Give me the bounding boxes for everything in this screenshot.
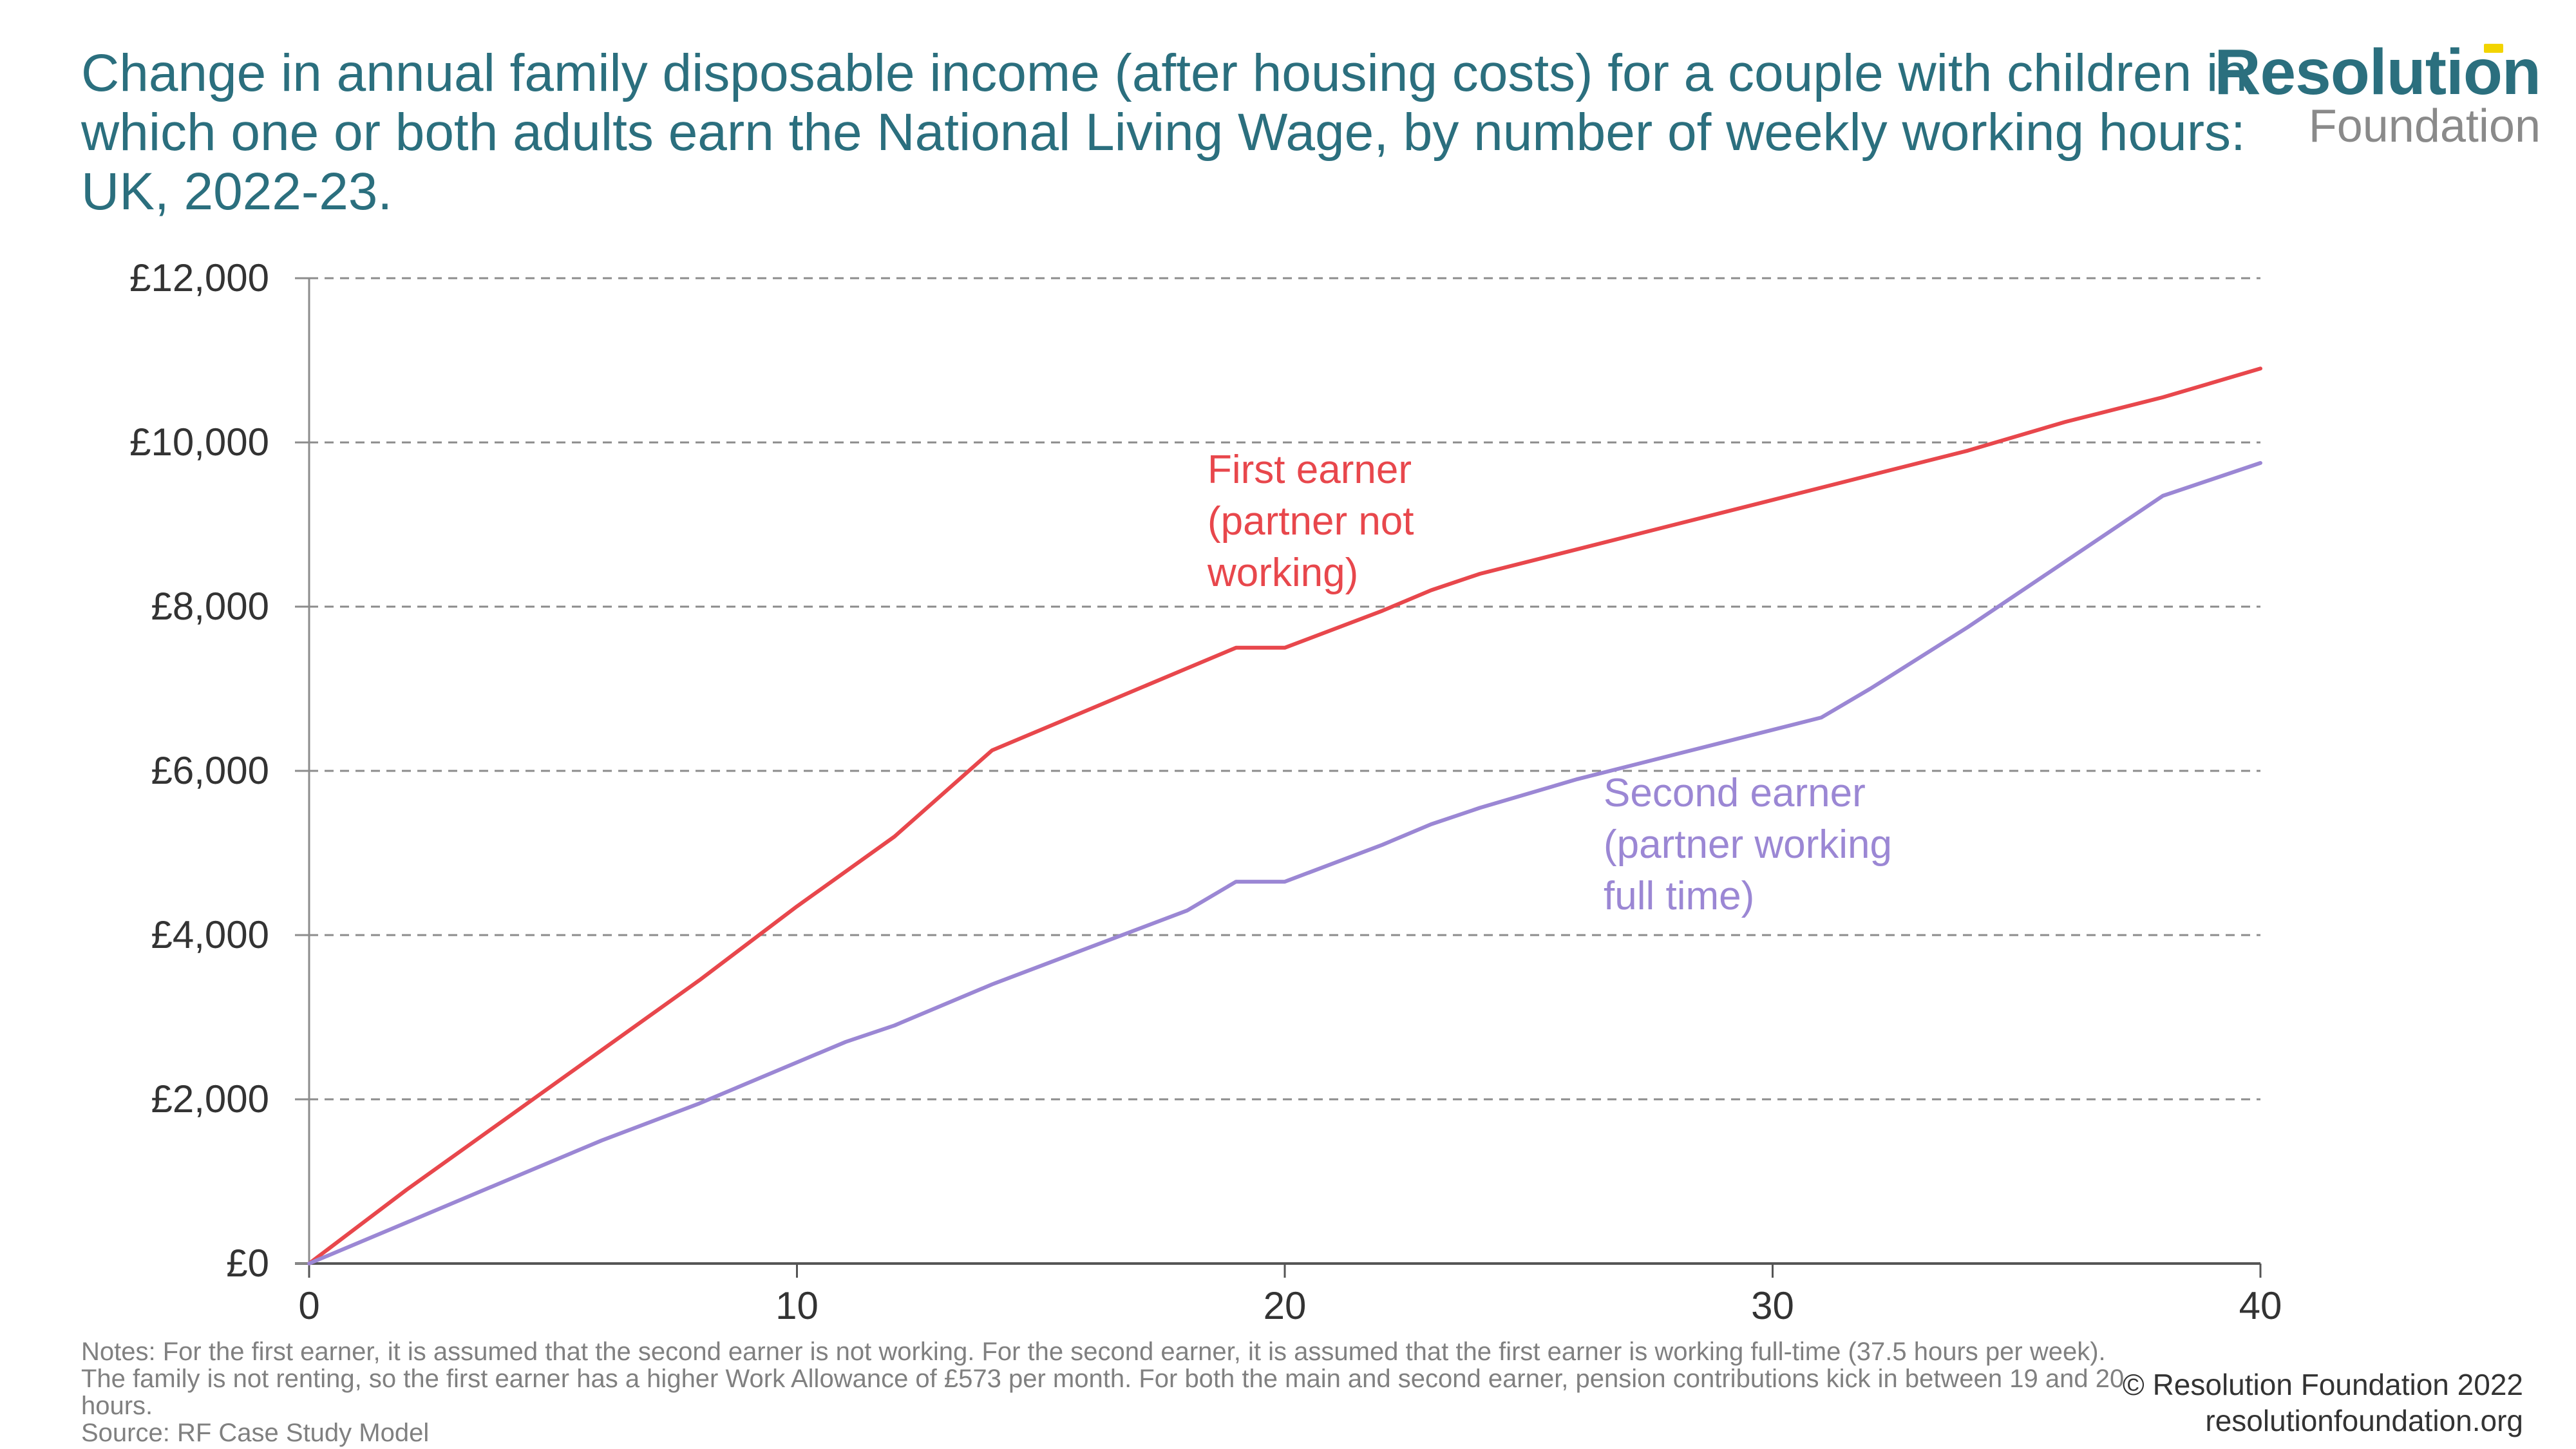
y-tick-label: £2,000 xyxy=(151,1077,269,1121)
notes-text: Notes: For the first earner, it is assum… xyxy=(81,1338,2125,1420)
x-tick-label: 30 xyxy=(1751,1284,1794,1327)
y-tick-label: £0 xyxy=(226,1242,269,1285)
y-tick-label: £8,000 xyxy=(151,585,269,628)
copyright-block: © Resolution Foundation 2022 resolutionf… xyxy=(2123,1367,2523,1439)
chart-title: Change in annual family disposable incom… xyxy=(81,44,2248,221)
y-tick-label: £12,000 xyxy=(129,256,269,299)
x-tick-label: 10 xyxy=(775,1284,819,1327)
series-line-2 xyxy=(307,460,2262,1265)
x-tick-label: 20 xyxy=(1264,1284,1307,1327)
series-label-line: (partner working xyxy=(1604,822,1892,867)
series-label-line: (partner not xyxy=(1208,499,1414,544)
series-label-line: Second earner xyxy=(1604,771,1866,815)
chart-notes: Notes: For the first earner, it is assum… xyxy=(81,1338,2142,1446)
resolution-foundation-logo: Resolution Foundation xyxy=(2214,40,2541,152)
logo-accent-mark xyxy=(2484,44,2503,53)
x-axis-ticks: 0 10 20 30 40 xyxy=(298,1264,2282,1327)
series-label-line: full time) xyxy=(1604,874,1754,918)
x-tick-label: 0 xyxy=(298,1284,319,1327)
series-annotations: First earner (partner not working) Second e… xyxy=(1207,448,1892,918)
series-label-1: First earner (partner not working) xyxy=(1207,448,1414,595)
series-label-line: First earner xyxy=(1208,448,1412,492)
y-tick-label: £6,000 xyxy=(151,749,269,792)
series-label-2: Second earner (partner working full time) xyxy=(1604,771,1892,918)
series-lines xyxy=(307,366,2262,1265)
series-line-1 xyxy=(307,366,2262,1265)
y-tick-label: £10,000 xyxy=(129,421,269,464)
y-axis-ticks: £0 £2,000 £4,000 £6,000 £8,000 £10,000 £12,000 xyxy=(129,256,309,1285)
x-tick-label: 40 xyxy=(2239,1284,2282,1327)
y-tick-label: £4,000 xyxy=(151,913,269,956)
logo-wordmark-top: Resolution xyxy=(2214,36,2541,108)
series-label-line: working) xyxy=(1207,551,1358,595)
logo-wordmark-bottom: Foundation xyxy=(2308,100,2541,152)
source-text: Source: RF Case Study Model xyxy=(81,1419,430,1447)
website-link[interactable]: resolutionfoundation.org xyxy=(2205,1404,2523,1437)
gridlines xyxy=(309,277,2260,1101)
copyright-text: © Resolution Foundation 2022 xyxy=(2122,1368,2523,1401)
